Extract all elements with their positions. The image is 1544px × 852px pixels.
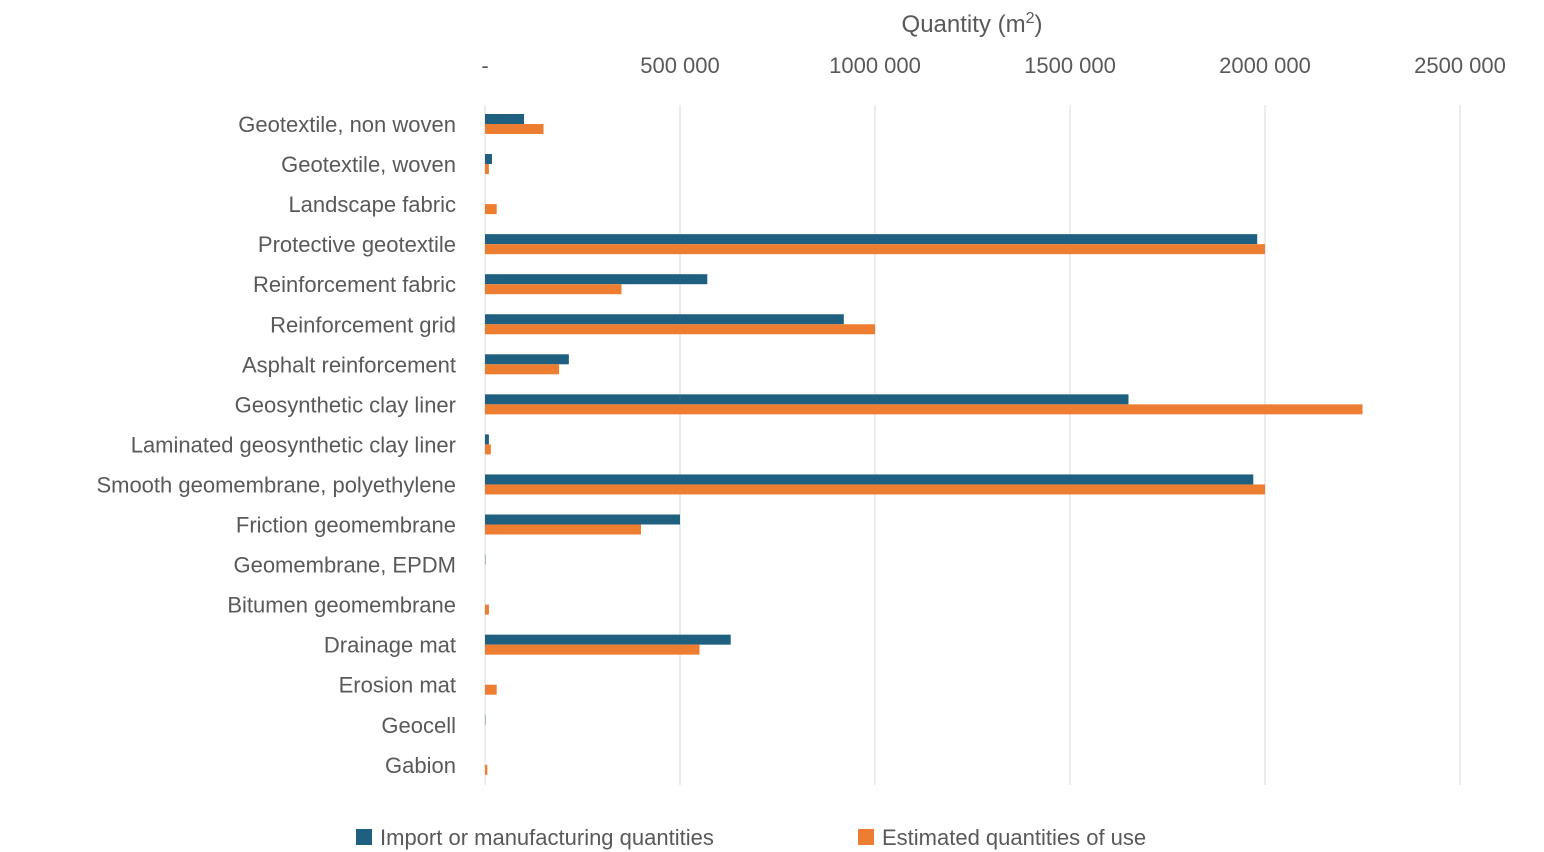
legend-label-0: Import or manufacturing quantities	[380, 825, 714, 850]
bar-series-0-10	[485, 514, 680, 525]
category-label-3: Protective geotextile	[258, 232, 456, 257]
bar-series-1-5	[485, 324, 875, 335]
legend-label-1: Estimated quantities of use	[882, 825, 1146, 850]
bar-series-0-7	[485, 394, 1129, 405]
category-label-11: Geomembrane, EPDM	[233, 553, 456, 578]
x-axis-title-main: Quantity (m	[902, 11, 1026, 38]
x-axis-title-end: )	[1034, 11, 1042, 38]
bar-series-1-12	[485, 604, 489, 615]
x-tick-label-2: 1000 000	[829, 53, 921, 78]
bar-series-1-14	[485, 684, 497, 695]
bar-series-0-1	[485, 154, 493, 165]
bars	[485, 114, 1363, 775]
bar-series-0-13	[485, 634, 731, 645]
category-label-13: Drainage mat	[324, 633, 456, 658]
category-label-14: Erosion mat	[339, 673, 456, 698]
bar-series-1-0	[485, 124, 544, 134]
category-label-2: Landscape fabric	[288, 192, 456, 217]
category-label-0: Geotextile, non woven	[238, 112, 456, 137]
bar-series-0-6	[485, 354, 569, 365]
x-tick-label-1: 500 000	[640, 53, 720, 78]
category-label-10: Friction geomembrane	[236, 513, 456, 538]
bar-series-1-3	[485, 244, 1265, 255]
legend-swatch-1	[858, 829, 874, 845]
gridlines	[484, 105, 1461, 785]
bar-series-1-4	[485, 284, 622, 295]
category-labels: Geotextile, non woven Geotextile, woven La…	[96, 112, 456, 778]
category-label-12: Bitumen geomembrane	[227, 593, 456, 618]
bar-series-1-16	[485, 764, 488, 775]
category-label-4: Reinforcement fabric	[253, 272, 456, 297]
category-label-15: Geocell	[381, 713, 456, 738]
category-label-9: Smooth geomembrane, polyethylene	[96, 472, 456, 497]
bar-series-0-8	[485, 434, 489, 445]
bar-series-0-4	[485, 274, 708, 285]
x-tick-label-5: 2500 000	[1414, 53, 1506, 78]
category-label-5: Reinforcement grid	[270, 312, 456, 337]
x-tick-label-4: 2000 000	[1219, 53, 1311, 78]
legend-swatch-0	[356, 829, 372, 845]
legend: Import or manufacturing quantities Estima…	[356, 825, 1146, 850]
bar-series-1-2	[485, 204, 497, 215]
bar-series-1-1	[485, 164, 489, 175]
bar-series-0-0	[485, 114, 524, 124]
x-axis-title: Quantity (m2)	[902, 10, 1043, 38]
bar-series-1-10	[485, 524, 641, 535]
x-axis-title-superscript: 2	[1026, 10, 1035, 27]
category-label-7: Geosynthetic clay liner	[235, 392, 456, 417]
bar-series-1-13	[485, 644, 700, 655]
bar-series-1-6	[485, 364, 560, 375]
x-tick-label-3: 1500 000	[1024, 53, 1116, 78]
category-label-16: Gabion	[385, 753, 456, 778]
bar-series-1-8	[485, 444, 491, 455]
category-label-6: Asphalt reinforcement	[242, 352, 456, 377]
category-label-8: Laminated geosynthetic clay liner	[131, 432, 456, 457]
bar-series-1-7	[485, 404, 1363, 415]
bar-series-1-9	[485, 484, 1265, 495]
bar-series-0-9	[485, 474, 1254, 485]
bar-series-0-5	[485, 314, 844, 325]
x-tick-label-0: -	[481, 53, 488, 78]
x-tick-labels: - 500 000 1000 000 1500 000 2000 000 2500 000	[481, 53, 1506, 78]
bar-series-0-3	[485, 234, 1258, 245]
category-label-1: Geotextile, woven	[281, 152, 456, 177]
